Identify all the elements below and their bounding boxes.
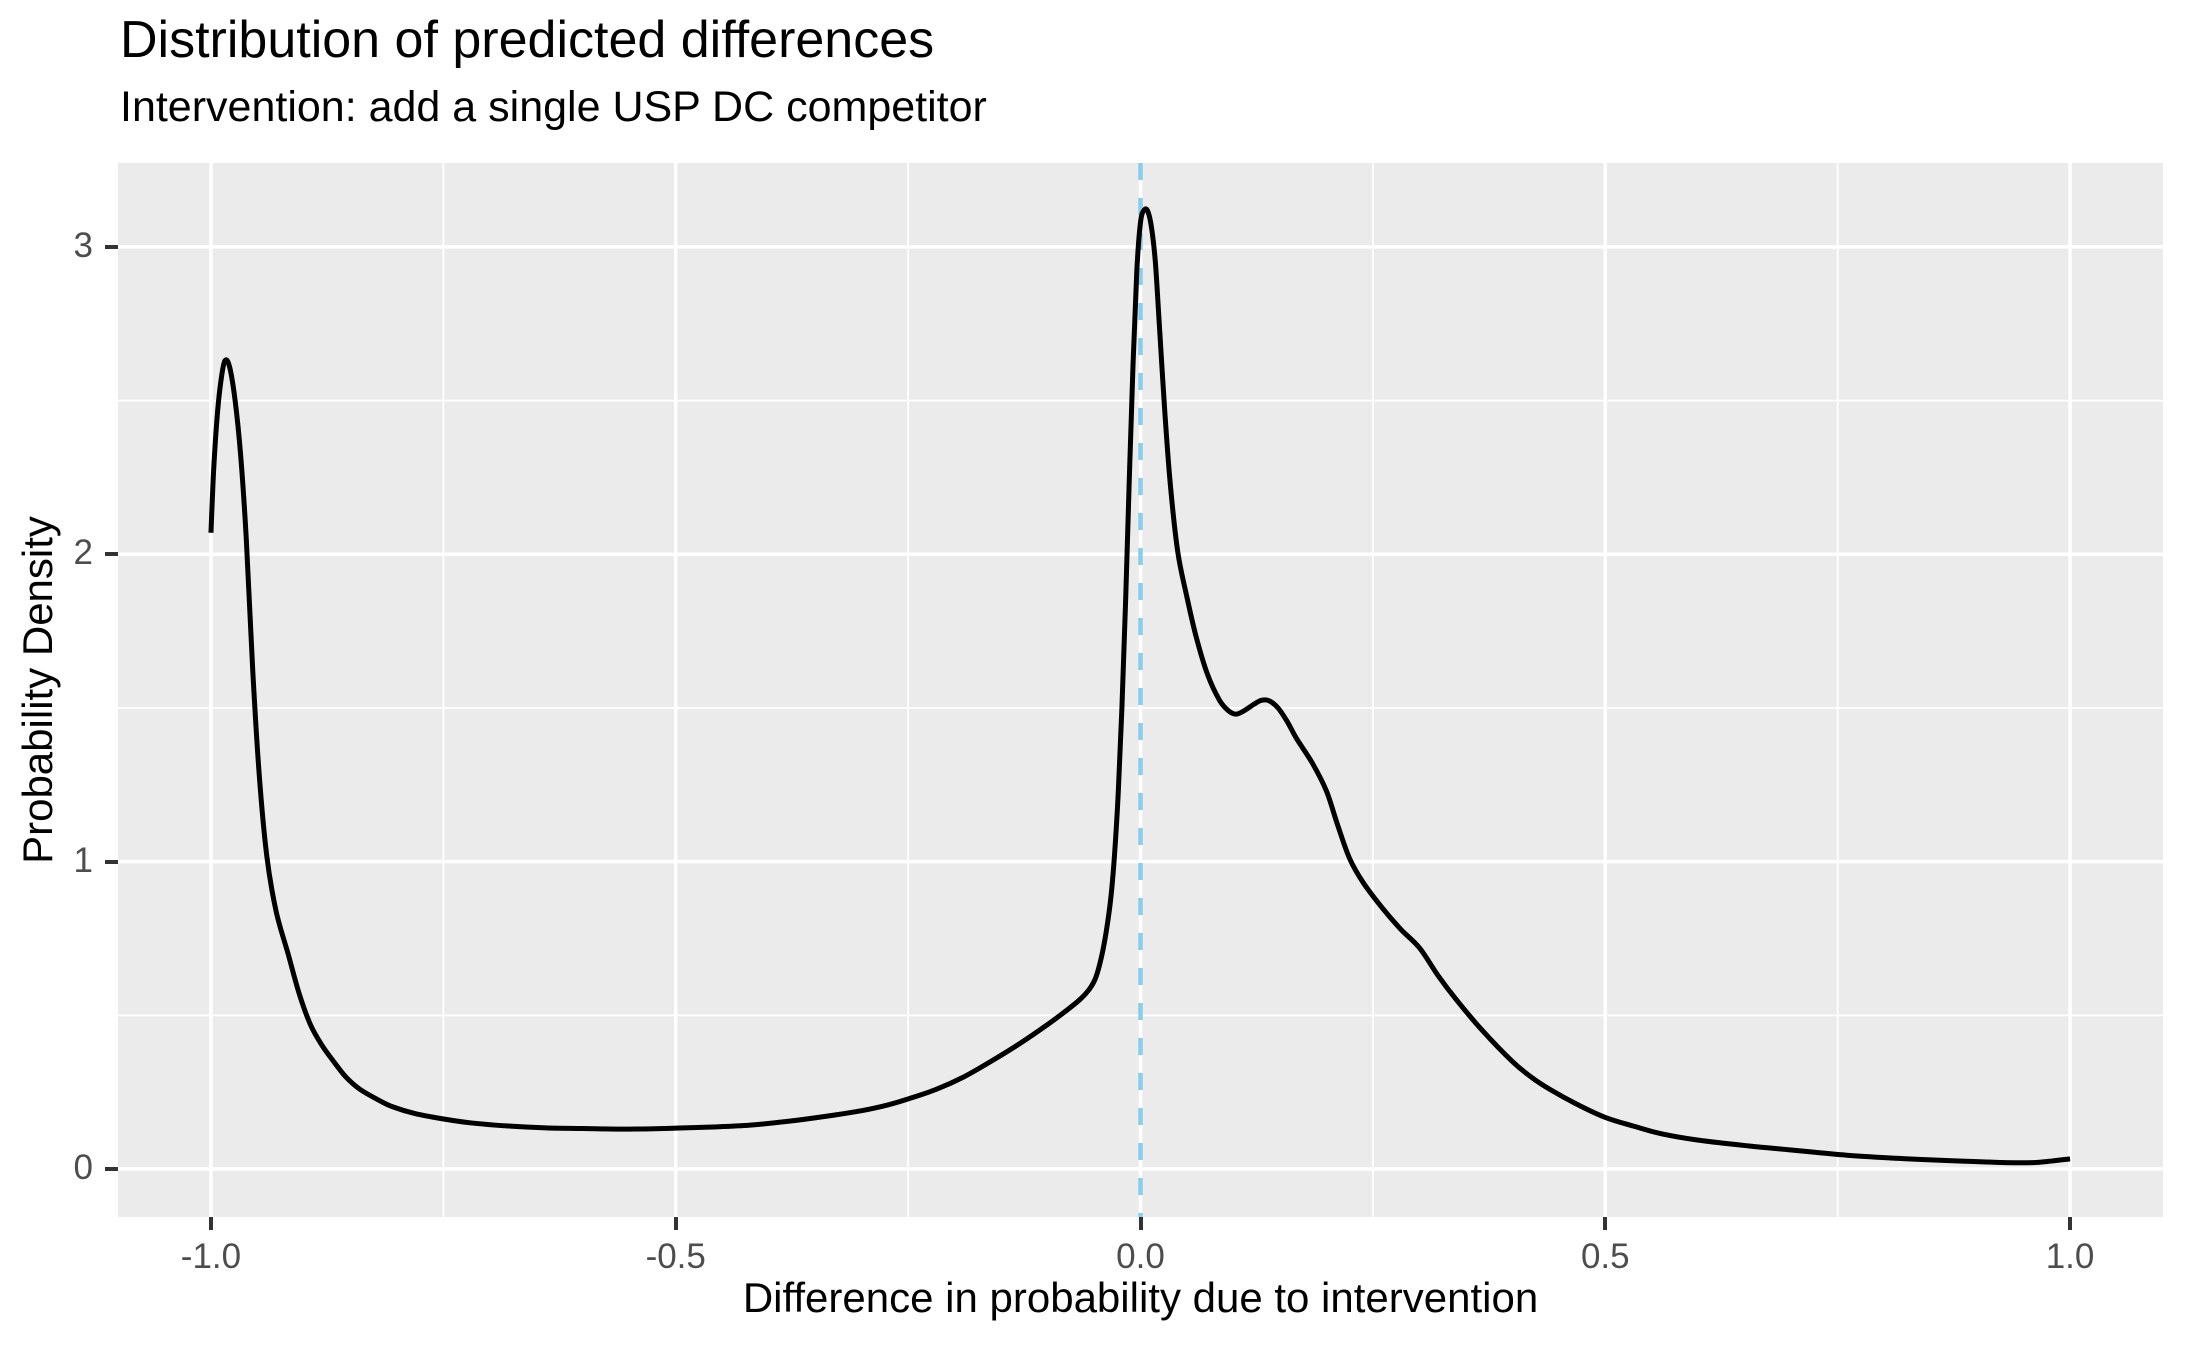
- y-tick-mark: [105, 552, 118, 557]
- y-axis-title: Probability Density: [14, 516, 61, 864]
- x-tick-mark: [1603, 1217, 1608, 1230]
- y-tick-label: 1: [73, 840, 93, 880]
- x-tick-label: -1.0: [180, 1237, 242, 1276]
- x-tick-mark: [1138, 1217, 1143, 1230]
- y-tick-mark: [105, 859, 118, 864]
- x-tick-label: -0.5: [645, 1237, 706, 1276]
- y-tick-mark: [105, 244, 118, 249]
- x-tick-label: 0.0: [1116, 1237, 1165, 1276]
- x-tick-mark: [2068, 1217, 2073, 1230]
- y-tick-label: 3: [73, 225, 93, 265]
- y-tick-mark: [105, 1167, 118, 1172]
- y-tick-label: 0: [73, 1148, 93, 1188]
- chart-subtitle: Intervention: add a single USP DC compet…: [120, 83, 987, 131]
- chart-title: Distribution of predicted differences: [120, 11, 935, 69]
- x-tick-mark: [673, 1217, 678, 1230]
- x-tick-label: 0.5: [1580, 1237, 1630, 1276]
- y-tick-label: 2: [73, 533, 93, 573]
- density-plot-svg: [118, 163, 2163, 1217]
- plot-panel: [118, 163, 2163, 1217]
- x-tick-label: 1.0: [2045, 1237, 2095, 1276]
- x-tick-mark: [208, 1217, 213, 1230]
- x-axis-title: Difference in probability due to interve…: [742, 1274, 1539, 1321]
- density-curve: [208, 206, 2071, 1166]
